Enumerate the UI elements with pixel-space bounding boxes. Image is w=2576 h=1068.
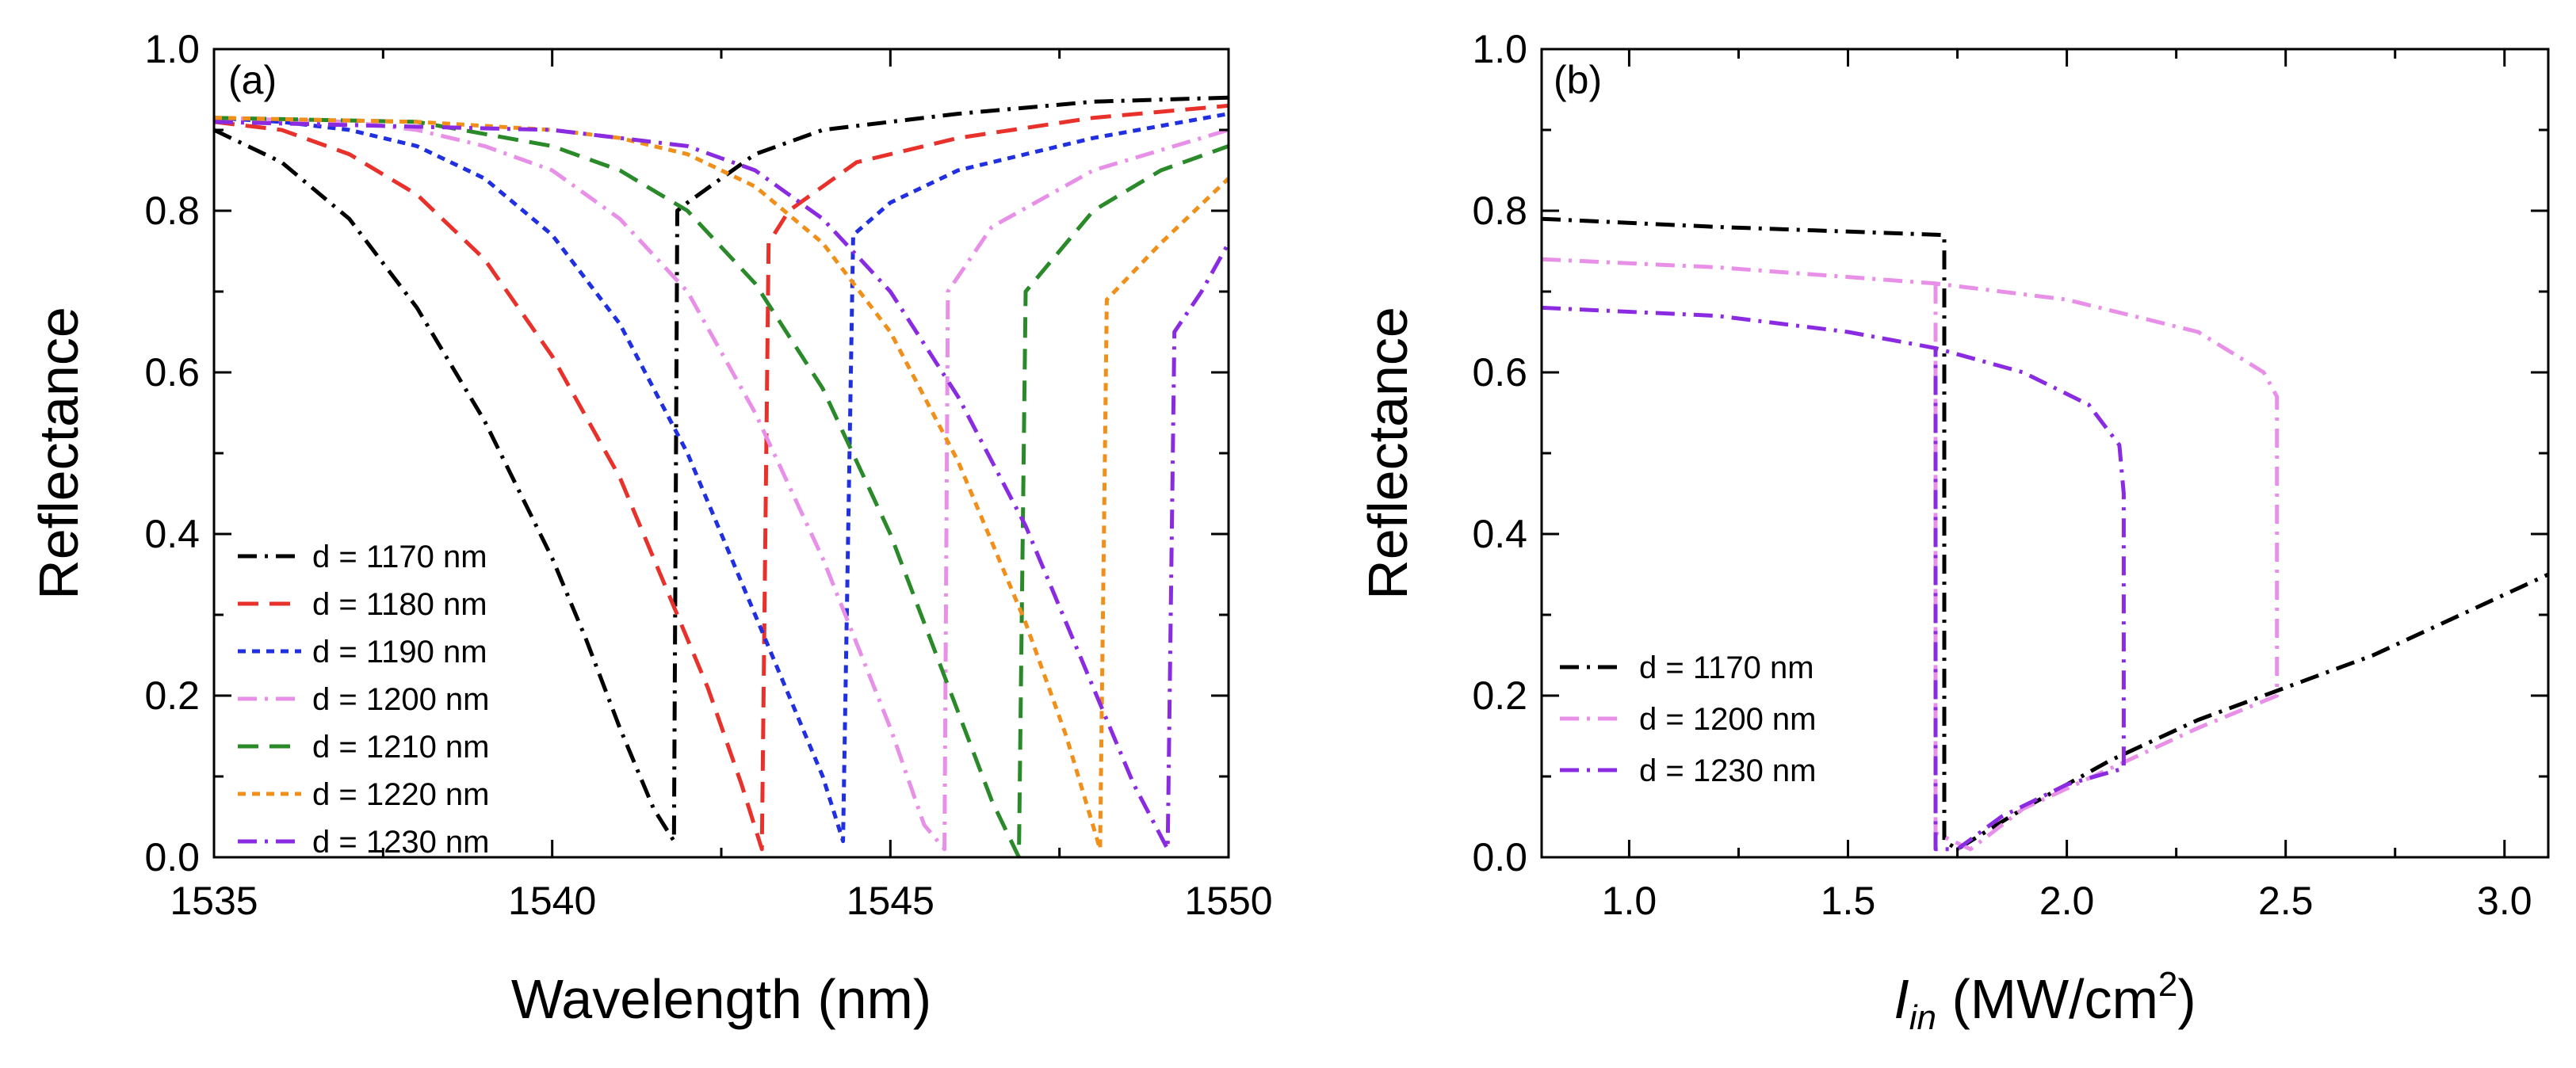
panel-a-legend-label-4: d = 1200 nm — [312, 682, 490, 717]
panel-a-y-tick-label: 0.6 — [144, 350, 200, 395]
panel-b-y-tick-label: 0.4 — [1472, 512, 1527, 556]
panel-b-x-axis-close: ) — [2177, 968, 2196, 1030]
panel-a-y-tick-label: 1.0 — [144, 27, 200, 71]
panel-b-x-axis-superscript: 2 — [2158, 965, 2177, 1004]
panel-b-series-line-2 — [1542, 257, 2280, 852]
panel-b-y-tick-label: 1.0 — [1472, 27, 1527, 71]
panel-a-legend-label-6: d = 1220 nm — [312, 777, 490, 812]
panel-a-series-line-5 — [214, 116, 1229, 857]
panel-a-x-tick-label: 1545 — [847, 879, 934, 923]
panel-a-ticks: 1535 1540 1545 1550 0.0 0.2 0.4 0.6 0.8 1.0 — [144, 27, 1272, 923]
panel-a-x-tick-label: 1540 — [508, 879, 596, 923]
panel-a: 1535 1540 1545 1550 0.0 0.2 0.4 0.6 0.8 1.0 (a) W… — [28, 27, 1273, 1030]
panel-a-series — [214, 95, 1229, 857]
panel-a-x-tick-label: 1550 — [1184, 879, 1272, 923]
panel-a-series-line-7 — [214, 120, 1229, 852]
panel-b: 1.0 1.5 2.0 2.5 3.0 0.0 0.2 0.4 0.6 0.8 1.0 (b) Ii… — [1357, 27, 2550, 1037]
panel-b-y-tick-label: 0.6 — [1472, 350, 1527, 395]
panel-b-y-tick-label: 0.2 — [1472, 673, 1527, 718]
panel-a-x-tick-label: 1535 — [170, 879, 258, 923]
panel-b-series — [1542, 216, 2548, 852]
panel-b-ticks: 1.0 1.5 2.0 2.5 3.0 0.0 0.2 0.4 0.6 0.8 1.0 — [1472, 27, 2548, 923]
panel-b-x-tick-label: 1.0 — [1602, 879, 1657, 923]
panel-a-y-tick-label: 0.4 — [144, 512, 200, 556]
panel-a-x-axis-title: Wavelength (nm) — [511, 968, 931, 1030]
panel-a-series-line-4 — [214, 116, 1229, 852]
panel-b-series-line-3 — [1542, 305, 2126, 852]
panel-b-x-tick-label: 2.5 — [2258, 879, 2314, 923]
panel-b-legend-label-3: d = 1230 nm — [1639, 753, 1817, 788]
panel-b-y-axis-title: Reflectance — [1357, 307, 1419, 600]
panel-b-label: (b) — [1554, 58, 1602, 102]
panel-b-x-axis-title: Iin (MW/cm2) — [1894, 965, 2196, 1037]
panel-b-x-axis-symbol: I — [1894, 968, 1909, 1030]
panel-a-legend-label-1: d = 1170 nm — [312, 540, 487, 574]
panel-b-y-tick-label: 0.0 — [1472, 835, 1527, 879]
panel-a-legend: d = 1170 nm d = 1180 nm d = 1190 nm d = 120… — [238, 540, 490, 860]
panel-a-label: (a) — [228, 58, 277, 102]
panel-b-y-tick-label: 0.8 — [1472, 189, 1527, 233]
panel-a-y-axis-title: Reflectance — [28, 307, 90, 600]
panel-a-series-line-1 — [214, 95, 1229, 844]
panel-b-legend-label-2: d = 1200 nm — [1639, 702, 1817, 737]
panel-a-y-tick-label: 0.0 — [144, 835, 200, 879]
panel-a-legend-label-5: d = 1210 nm — [312, 730, 490, 765]
panel-b-x-tick-label: 1.5 — [1821, 879, 1876, 923]
panel-b-legend: d = 1170 nm d = 1200 nm d = 1230 nm — [1560, 650, 1817, 788]
panel-b-x-tick-label: 2.0 — [2039, 879, 2095, 923]
panel-a-legend-label-3: d = 1190 nm — [312, 635, 487, 669]
panel-a-series-line-3 — [214, 112, 1229, 844]
panel-b-x-axis-subscript: in — [1909, 998, 1936, 1037]
panel-a-y-tick-label: 0.8 — [144, 189, 200, 233]
panel-b-x-axis-unit: (MW/cm — [1936, 968, 2158, 1030]
panel-a-y-tick-label: 0.2 — [144, 673, 200, 718]
panel-a-legend-label-7: d = 1230 nm — [312, 825, 490, 860]
panel-a-legend-label-2: d = 1180 nm — [312, 587, 487, 622]
panel-b-legend-label-1: d = 1170 nm — [1639, 650, 1814, 685]
panel-b-x-tick-label: 3.0 — [2477, 879, 2532, 923]
panel-a-series-line-2 — [214, 103, 1229, 852]
